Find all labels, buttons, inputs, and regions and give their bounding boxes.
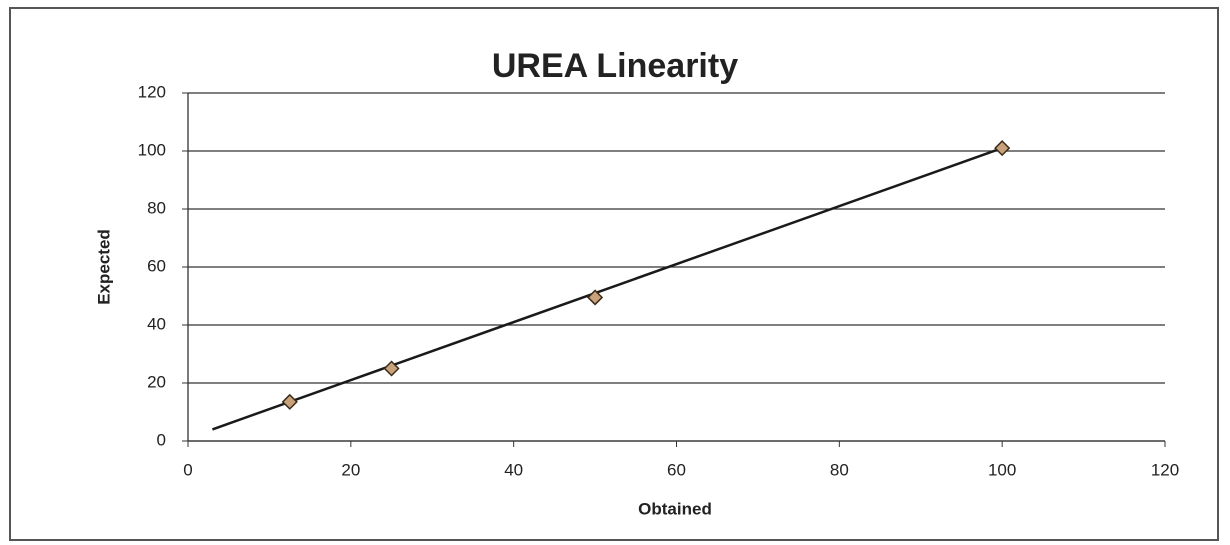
chart-frame [9,7,1219,541]
y-tick-label: 80 [147,198,166,217]
x-tick-label: 80 [830,460,849,479]
point [383,360,400,377]
x-tick-label: 40 [504,460,523,479]
x-tick-label: 0 [183,460,192,479]
y-tick-label: 0 [157,430,166,449]
point [281,393,298,410]
y-tick-label: 40 [147,314,166,333]
y-tick-label: 60 [147,256,166,275]
x-tick-label: 100 [988,460,1016,479]
trendline [212,146,1003,431]
y-tick-label: 20 [147,372,166,391]
x-tick-label: 60 [667,460,686,479]
y-tick-label: 120 [138,82,166,101]
chart-title: UREA Linearity [492,47,738,85]
point [994,140,1011,157]
x-tick-label: 120 [1151,460,1179,479]
x-axis-label: Obtained [638,499,712,518]
point [587,289,604,306]
x-tick-label: 20 [341,460,360,479]
y-axis-label: Expected [94,229,113,305]
y-tick-label: 100 [138,140,166,159]
